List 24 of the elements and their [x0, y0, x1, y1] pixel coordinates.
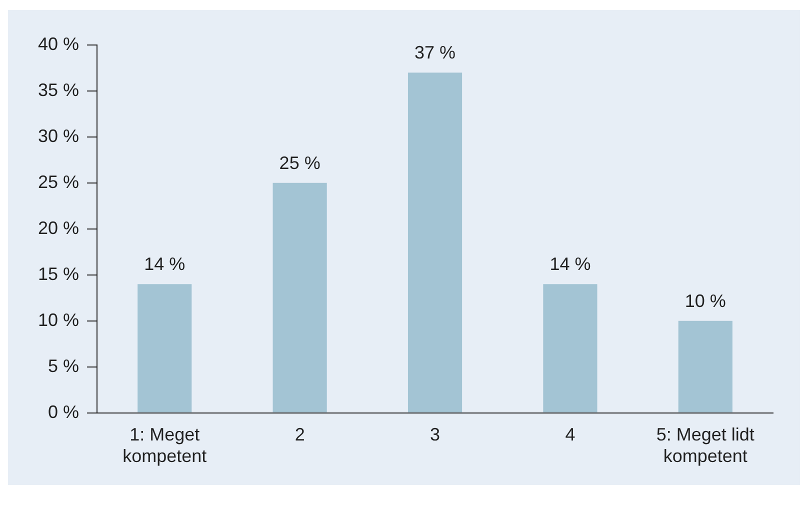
x-tick-label: 5: Meget lidt kompetent	[656, 424, 754, 466]
data-label: 14 %	[550, 254, 591, 274]
bar	[678, 320, 732, 412]
y-tick-label: 30 %	[38, 126, 80, 146]
y-tick-label: 25 %	[38, 172, 80, 192]
bar	[543, 284, 598, 412]
x-tick-label: 1: Meget kompetent	[122, 424, 207, 466]
x-tick-label: 3	[430, 424, 440, 445]
data-label: 25 %	[279, 152, 320, 173]
y-tick-label: 5 %	[48, 356, 80, 376]
bar	[272, 182, 327, 412]
data-label: 10 %	[684, 290, 726, 311]
x-tick-label: 4	[565, 424, 576, 445]
bar	[408, 72, 462, 412]
data-label: 14 %	[144, 254, 186, 274]
y-tick-label: 40 %	[38, 34, 80, 54]
y-tick-label: 10 %	[38, 310, 80, 330]
data-label: 37 %	[414, 42, 456, 63]
y-tick-label: 15 %	[38, 264, 80, 284]
y-tick-label: 35 %	[38, 80, 80, 100]
y-tick-label: 20 %	[38, 218, 80, 238]
bar	[138, 284, 192, 412]
x-tick-label: 2	[294, 424, 305, 445]
y-tick-label: 0 %	[48, 402, 80, 422]
